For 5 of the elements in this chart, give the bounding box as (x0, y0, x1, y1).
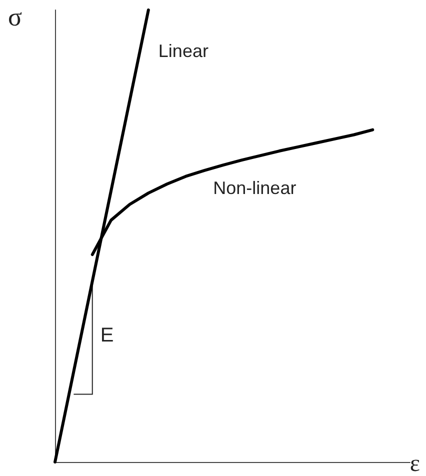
x-axis-title: ε (410, 451, 420, 476)
series-label: Non-linear (213, 178, 296, 198)
annotation: E (100, 324, 114, 347)
y-axis-title: σ (8, 2, 22, 32)
series-label: Linear (158, 41, 208, 61)
